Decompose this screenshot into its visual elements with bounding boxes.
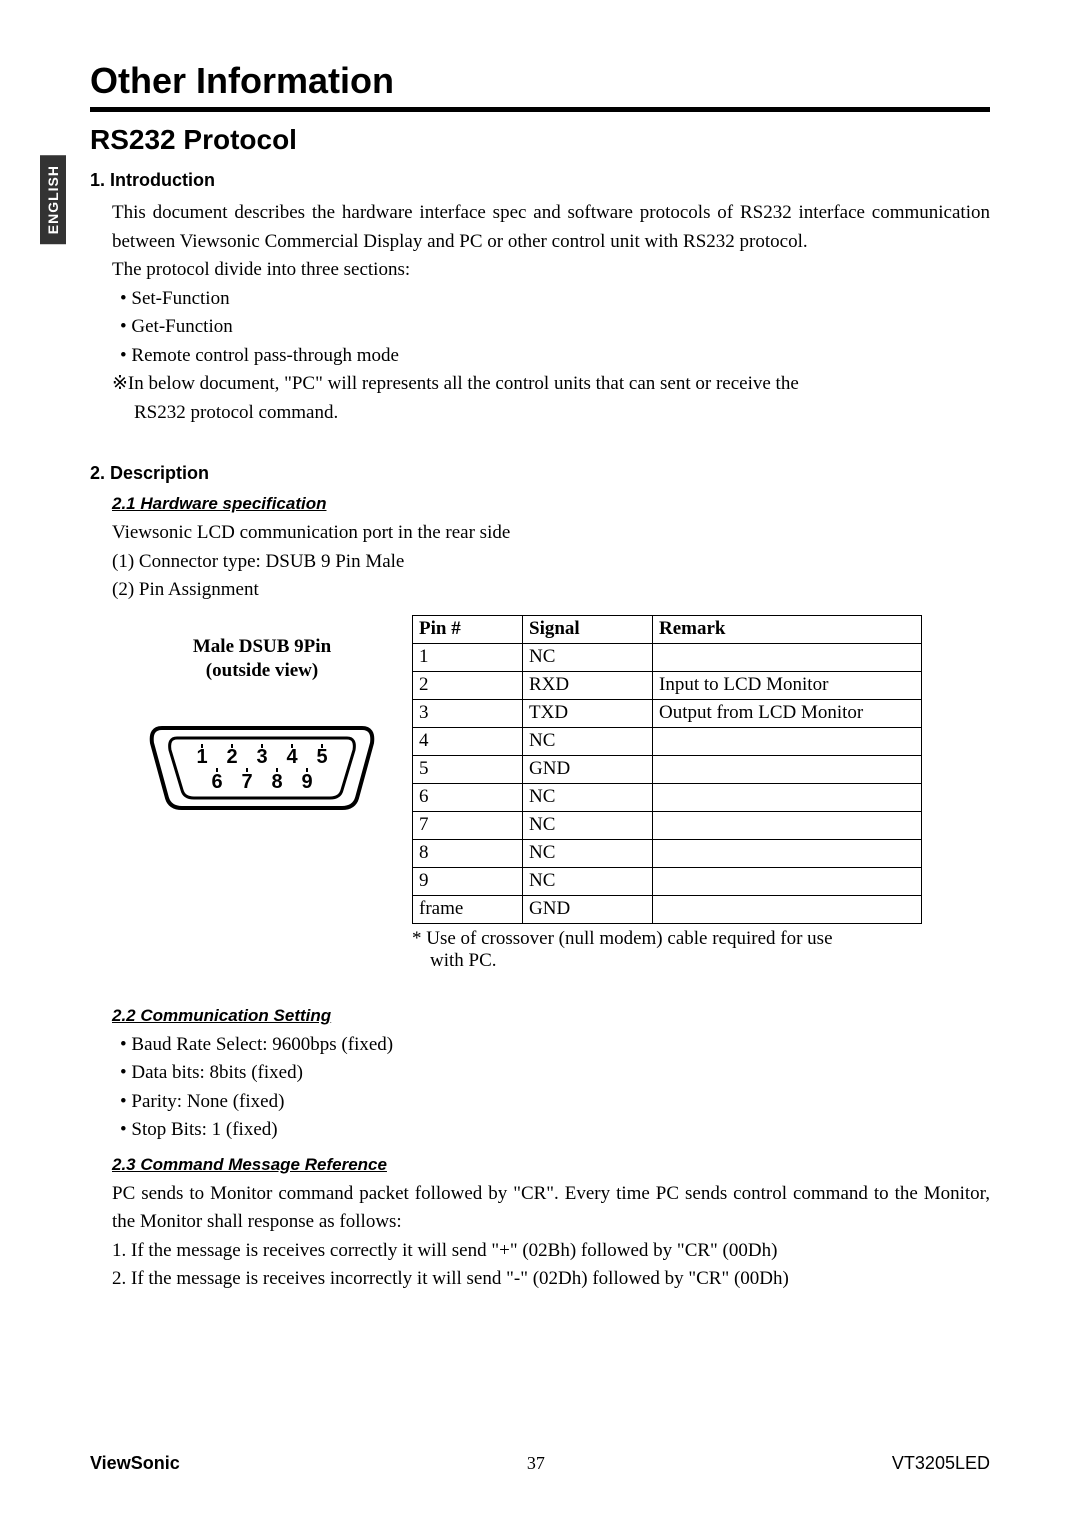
table-cell: 5 bbox=[413, 755, 523, 783]
svg-text:2: 2 bbox=[226, 746, 237, 768]
table-cell: GND bbox=[523, 895, 653, 923]
hw-line1: Viewsonic LCD communication port in the … bbox=[112, 519, 990, 548]
svg-text:4: 4 bbox=[286, 746, 298, 768]
table-cell bbox=[653, 755, 922, 783]
comm-bullet-1: • Baud Rate Select: 9600bps (fixed) bbox=[120, 1031, 990, 1060]
table-cell: frame bbox=[413, 895, 523, 923]
caption-line-1: Male DSUB 9Pin bbox=[193, 636, 331, 657]
table-cell: TXD bbox=[523, 699, 653, 727]
table-cell: RXD bbox=[523, 671, 653, 699]
main-title: Other Information bbox=[90, 60, 990, 112]
th-remark: Remark bbox=[653, 615, 922, 643]
cmd-line2: 2. If the message is receives incorrectl… bbox=[112, 1265, 990, 1294]
table-row: 5GND bbox=[413, 755, 922, 783]
table-cell: 6 bbox=[413, 783, 523, 811]
table-cell: Output from LCD Monitor bbox=[653, 699, 922, 727]
table-row: 6NC bbox=[413, 783, 922, 811]
page-footer: ViewSonic 37 VT3205LED bbox=[90, 1453, 990, 1474]
table-cell: 7 bbox=[413, 811, 523, 839]
svg-text:3: 3 bbox=[256, 746, 267, 768]
table-cell: Input to LCD Monitor bbox=[653, 671, 922, 699]
intro-note-1: ※In below document, "PC" will represents… bbox=[112, 370, 990, 399]
table-cell bbox=[653, 839, 922, 867]
caption-line-2: (outside view) bbox=[206, 660, 318, 681]
comm-bullet-3: • Parity: None (fixed) bbox=[120, 1088, 990, 1117]
svg-text:7: 7 bbox=[241, 771, 252, 793]
table-cell: 4 bbox=[413, 727, 523, 755]
intro-para1: This document describes the hardware int… bbox=[112, 199, 990, 256]
table-cell: 2 bbox=[413, 671, 523, 699]
footer-page-number: 37 bbox=[527, 1453, 545, 1474]
dsub-connector-icon: 12345 6789 bbox=[142, 708, 382, 828]
table-column: Pin # Signal Remark 1NC2RXDInput to LCD … bbox=[412, 615, 922, 972]
table-cell bbox=[653, 727, 922, 755]
table-cell: NC bbox=[523, 867, 653, 895]
intro-bullet-3: • Remote control pass-through mode bbox=[120, 342, 990, 371]
table-row: 1NC bbox=[413, 643, 922, 671]
table-row: 3TXDOutput from LCD Monitor bbox=[413, 699, 922, 727]
diagram-table-row: Male DSUB 9Pin (outside view) 12345 6789… bbox=[112, 615, 990, 972]
svg-text:5: 5 bbox=[316, 746, 327, 768]
th-signal: Signal bbox=[523, 615, 653, 643]
table-cell: NC bbox=[523, 643, 653, 671]
cmd-para: PC sends to Monitor command packet follo… bbox=[112, 1180, 990, 1237]
table-row: 8NC bbox=[413, 839, 922, 867]
pin-assignment-table: Pin # Signal Remark 1NC2RXDInput to LCD … bbox=[412, 615, 922, 924]
intro-bullet-2: • Get-Function bbox=[120, 313, 990, 342]
svg-text:6: 6 bbox=[211, 771, 222, 793]
comm-bullet-4: • Stop Bits: 1 (fixed) bbox=[120, 1116, 990, 1145]
table-cell bbox=[653, 867, 922, 895]
table-cell: NC bbox=[523, 839, 653, 867]
desc-heading: 2. Description bbox=[90, 463, 990, 484]
th-pin: Pin # bbox=[413, 615, 523, 643]
footer-model: VT3205LED bbox=[892, 1453, 990, 1474]
comm-setting-title: 2.2 Communication Setting bbox=[112, 1006, 990, 1026]
svg-text:1: 1 bbox=[196, 746, 207, 768]
intro-note-2: RS232 protocol command. bbox=[134, 399, 990, 428]
table-cell: NC bbox=[523, 811, 653, 839]
table-cell: NC bbox=[523, 727, 653, 755]
table-cell: GND bbox=[523, 755, 653, 783]
table-row: 2RXDInput to LCD Monitor bbox=[413, 671, 922, 699]
hw-line3: (2) Pin Assignment bbox=[112, 576, 990, 605]
table-cell bbox=[653, 811, 922, 839]
table-row: frameGND bbox=[413, 895, 922, 923]
intro-heading: 1. Introduction bbox=[90, 170, 990, 191]
svg-text:8: 8 bbox=[271, 771, 282, 793]
svg-text:9: 9 bbox=[301, 771, 312, 793]
footer-brand: ViewSonic bbox=[90, 1453, 180, 1474]
table-row: 9NC bbox=[413, 867, 922, 895]
table-cell: 8 bbox=[413, 839, 523, 867]
section-title: RS232 Protocol bbox=[90, 124, 990, 156]
table-cell: NC bbox=[523, 783, 653, 811]
cmd-line1: 1. If the message is receives correctly … bbox=[112, 1237, 990, 1266]
connector-caption: Male DSUB 9Pin (outside view) bbox=[112, 635, 412, 684]
diagram-column: Male DSUB 9Pin (outside view) 12345 6789 bbox=[112, 615, 412, 833]
table-cell: 1 bbox=[413, 643, 523, 671]
table-header-row: Pin # Signal Remark bbox=[413, 615, 922, 643]
hw-spec-title: 2.1 Hardware specification bbox=[112, 494, 990, 514]
intro-para2: The protocol divide into three sections: bbox=[112, 256, 990, 285]
table-footnote-1: * Use of crossover (null modem) cable re… bbox=[412, 928, 922, 950]
table-row: 7NC bbox=[413, 811, 922, 839]
intro-bullet-1: • Set-Function bbox=[120, 285, 990, 314]
table-cell bbox=[653, 643, 922, 671]
table-row: 4NC bbox=[413, 727, 922, 755]
comm-bullet-2: • Data bits: 8bits (fixed) bbox=[120, 1059, 990, 1088]
table-footnote-2: with PC. bbox=[430, 950, 922, 972]
table-cell: 3 bbox=[413, 699, 523, 727]
cmd-msg-ref-title: 2.3 Command Message Reference bbox=[112, 1155, 990, 1175]
table-cell: 9 bbox=[413, 867, 523, 895]
table-cell bbox=[653, 783, 922, 811]
table-cell bbox=[653, 895, 922, 923]
language-tab: ENGLISH bbox=[40, 155, 66, 244]
hw-line2: (1) Connector type: DSUB 9 Pin Male bbox=[112, 548, 990, 577]
